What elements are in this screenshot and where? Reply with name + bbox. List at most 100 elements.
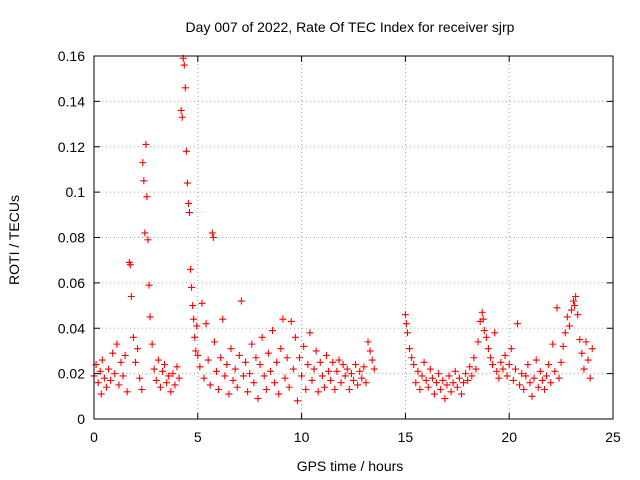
plot-frame — [93, 55, 614, 420]
data-point — [414, 367, 422, 375]
data-point — [538, 376, 546, 384]
data-point — [100, 374, 108, 382]
data-point — [578, 349, 586, 357]
data-point — [329, 358, 337, 366]
data-point — [221, 372, 229, 380]
data-point — [499, 365, 507, 373]
data-point — [480, 327, 488, 335]
data-points — [90, 54, 596, 405]
data-point — [285, 383, 293, 391]
data-point — [582, 338, 590, 346]
data-point — [462, 370, 470, 378]
data-point — [526, 379, 534, 387]
data-point — [426, 365, 434, 373]
data-point — [304, 361, 312, 369]
data-point — [143, 193, 151, 201]
data-point — [505, 361, 513, 369]
data-point — [293, 397, 301, 405]
data-point — [503, 372, 511, 380]
y-tick-label: 0.12 — [58, 139, 85, 155]
x-axis-title: GPS time / hours — [297, 458, 404, 474]
data-point — [580, 365, 588, 373]
data-point — [242, 358, 250, 366]
data-point — [447, 388, 455, 396]
data-point — [370, 365, 378, 373]
data-point — [150, 365, 158, 373]
data-point — [418, 372, 426, 380]
y-tick-label: 0.1 — [66, 184, 86, 200]
x-tick-labels: 0 5 10 15 20 25 — [90, 429, 621, 445]
data-point — [572, 292, 580, 300]
data-point — [219, 315, 227, 323]
data-point — [364, 338, 372, 346]
data-point — [522, 372, 530, 380]
data-point — [445, 372, 453, 380]
data-point — [141, 229, 149, 237]
data-point — [451, 367, 459, 375]
data-point — [312, 347, 320, 355]
data-point — [298, 372, 306, 380]
data-point — [339, 361, 347, 369]
data-point — [545, 361, 553, 369]
data-point — [154, 356, 162, 364]
data-point — [169, 370, 177, 378]
data-point — [283, 354, 291, 362]
data-point — [530, 374, 538, 382]
data-point — [412, 379, 420, 387]
data-point — [289, 365, 297, 373]
data-point — [433, 379, 441, 387]
data-point — [296, 354, 304, 362]
data-point — [455, 374, 463, 382]
data-point — [316, 358, 324, 366]
data-point — [248, 340, 256, 348]
data-point — [482, 333, 490, 341]
data-point — [588, 345, 596, 353]
data-point — [489, 361, 497, 369]
data-point — [543, 372, 551, 380]
y-tick-label: 0.16 — [58, 48, 85, 64]
data-point — [501, 351, 509, 359]
data-point — [190, 315, 198, 323]
data-point — [487, 354, 495, 362]
data-point — [279, 315, 287, 323]
data-point — [435, 370, 443, 378]
data-point — [345, 386, 353, 394]
data-point — [212, 367, 220, 375]
data-point — [410, 361, 418, 369]
data-point — [576, 336, 584, 344]
data-point — [362, 379, 370, 387]
data-point — [271, 379, 279, 387]
data-point — [532, 356, 540, 364]
x-tick-label: 20 — [501, 429, 517, 445]
data-point — [563, 313, 571, 321]
data-point — [443, 381, 451, 389]
data-point — [204, 356, 212, 364]
data-point — [310, 365, 318, 373]
data-point — [123, 388, 131, 396]
data-point — [302, 386, 310, 394]
y-tick-label: 0.06 — [58, 275, 85, 291]
data-point — [189, 302, 197, 310]
data-point — [98, 356, 106, 364]
data-point — [437, 386, 445, 394]
data-point — [194, 351, 202, 359]
data-point — [231, 365, 239, 373]
data-point — [239, 372, 247, 380]
data-point — [246, 370, 254, 378]
y-tick-label: 0.14 — [58, 93, 85, 109]
data-point — [287, 317, 295, 325]
data-point — [191, 333, 199, 341]
data-point — [177, 106, 185, 114]
data-point — [210, 338, 218, 346]
data-point — [555, 374, 563, 382]
data-point — [145, 281, 153, 289]
data-point — [182, 147, 190, 155]
data-point — [254, 395, 262, 403]
data-point — [111, 370, 119, 378]
data-point — [256, 361, 264, 369]
data-point — [233, 383, 241, 391]
data-point — [325, 367, 333, 375]
data-point — [524, 361, 532, 369]
data-point — [264, 349, 272, 357]
data-point — [493, 367, 501, 375]
